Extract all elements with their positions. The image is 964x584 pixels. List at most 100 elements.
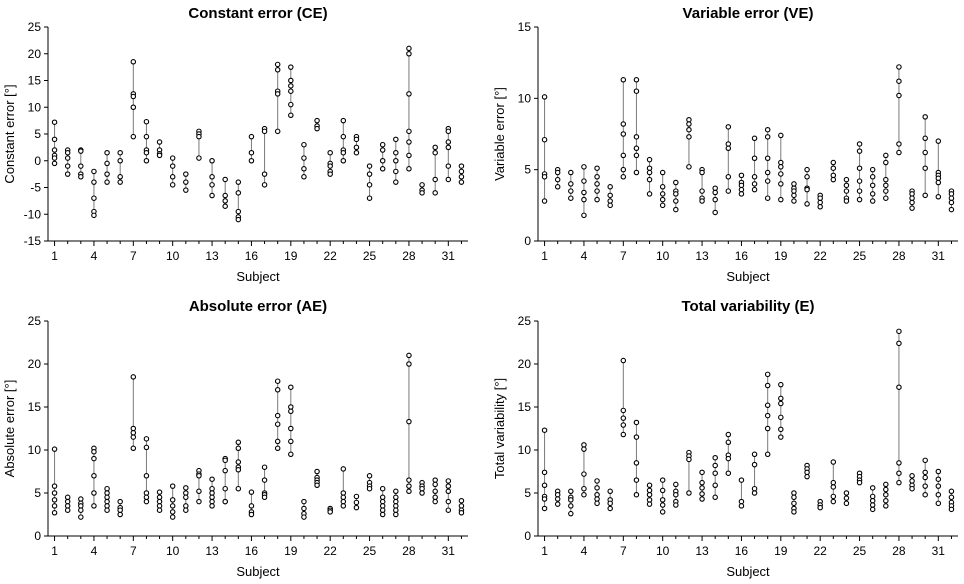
subject-25-series — [856, 470, 863, 486]
data-point — [235, 179, 242, 185]
y-tick-label: 10 — [28, 100, 42, 114]
subject-2-series — [64, 494, 71, 513]
x-tick-label: 13 — [205, 544, 219, 558]
y-tick-label: 15 — [28, 400, 42, 414]
x-tick-label: 28 — [402, 544, 416, 558]
subject-20-series — [301, 498, 307, 520]
data-point — [568, 169, 574, 176]
subject-9-series — [156, 139, 163, 159]
x-tick-label: 28 — [402, 249, 416, 263]
data-point — [764, 178, 771, 184]
x-tick-label: 28 — [892, 544, 906, 558]
data-point — [130, 59, 137, 65]
data-point — [104, 171, 110, 177]
subject-15-series — [235, 439, 242, 492]
data-point — [406, 45, 412, 52]
y-tick-label: 15 — [518, 400, 532, 414]
data-point — [445, 144, 452, 151]
subject-29-series — [909, 188, 915, 211]
data-point — [314, 117, 320, 124]
subject-20-series — [791, 490, 797, 515]
data-point — [607, 184, 613, 190]
data-point — [169, 509, 176, 515]
data-point — [725, 124, 732, 130]
data-point — [51, 136, 58, 143]
data-point — [432, 190, 438, 196]
y-tick-label: 5 — [524, 486, 531, 500]
data-point — [393, 158, 399, 164]
subject-3-series — [78, 147, 84, 180]
subject-13-series — [209, 158, 215, 199]
subject-20-series — [791, 181, 797, 204]
y-tick-label: 10 — [518, 91, 532, 105]
subject-5-series — [594, 165, 600, 203]
data-point — [432, 488, 438, 495]
x-axis-label: Subject — [236, 269, 280, 284]
data-point — [104, 507, 110, 513]
data-point — [117, 158, 123, 164]
data-point — [156, 503, 163, 509]
data-point — [751, 135, 758, 142]
data-point — [541, 469, 548, 476]
data-point — [288, 101, 294, 108]
data-point — [235, 485, 242, 492]
data-point — [607, 202, 613, 209]
data-point — [594, 165, 600, 171]
data-point — [725, 439, 732, 446]
data-point — [288, 425, 294, 432]
subject-7-series — [130, 374, 137, 452]
data-point — [869, 198, 876, 204]
subject-19-series — [288, 64, 294, 119]
data-point — [209, 192, 215, 199]
data-point — [51, 490, 58, 496]
data-point — [379, 166, 386, 172]
subject-26-series — [379, 141, 386, 172]
data-point — [288, 438, 294, 445]
data-point — [156, 498, 163, 505]
data-point — [379, 494, 386, 501]
data-point — [366, 473, 373, 479]
data-point — [235, 216, 242, 223]
data-point — [554, 169, 561, 176]
data-point — [288, 384, 294, 390]
data-point — [554, 184, 561, 190]
subject-2-series — [64, 147, 71, 177]
data-point — [156, 489, 163, 495]
data-point — [327, 163, 333, 169]
y-tick-label: 5 — [34, 486, 41, 500]
data-point — [340, 149, 347, 156]
chart-title: Total variability (E) — [681, 298, 814, 315]
data-point — [633, 152, 640, 159]
subject-1-series — [541, 427, 548, 512]
data-point — [791, 490, 797, 496]
subject-5-series — [594, 478, 600, 507]
data-point — [261, 494, 268, 501]
data-point — [896, 479, 902, 486]
data-point — [568, 488, 574, 495]
x-tick-label: 1 — [51, 249, 58, 263]
subject-26-series — [379, 485, 386, 518]
data-point — [751, 181, 758, 187]
x-tick-label: 19 — [284, 249, 298, 263]
subject-1-series — [51, 119, 58, 167]
data-point — [64, 503, 71, 509]
data-point — [51, 446, 58, 452]
data-point — [91, 455, 97, 462]
data-point — [935, 476, 942, 482]
data-point — [751, 186, 758, 193]
data-point — [909, 485, 915, 492]
y-tick-label: -5 — [30, 181, 41, 195]
data-point — [686, 134, 692, 140]
data-point — [91, 195, 97, 201]
x-tick-label: 31 — [932, 544, 946, 558]
data-point — [725, 174, 732, 180]
data-point — [935, 483, 942, 489]
data-point — [156, 152, 163, 159]
y-axis-label: Absolute error [°] — [2, 380, 17, 478]
data-point — [406, 128, 412, 135]
data-point — [183, 503, 189, 509]
y-tick-label: 0 — [34, 529, 41, 543]
data-point — [445, 498, 452, 505]
data-point — [791, 500, 797, 507]
subject-2-series — [554, 166, 561, 190]
